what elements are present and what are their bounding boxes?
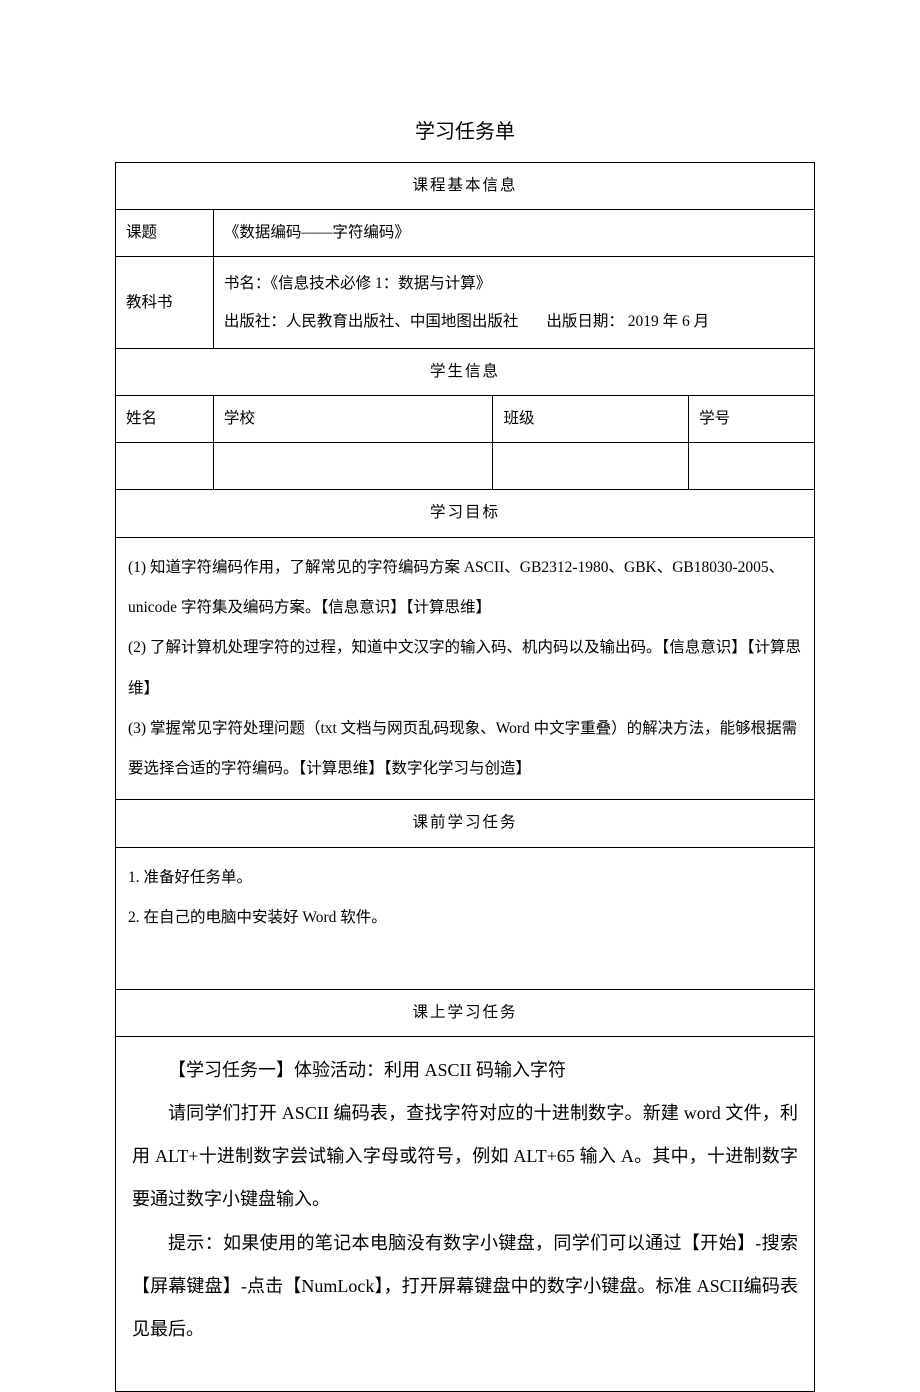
pub-date-label: 出版日期： (546, 313, 624, 330)
section-pretask: 课前学习任务 (116, 800, 815, 847)
publisher-label: 出版社： (224, 313, 286, 330)
worksheet-table: 课程基本信息 课题 《数据编码——字符编码》 教科书 书名：《信息技术必修 1：… (115, 162, 815, 1392)
student-id-input[interactable] (689, 443, 815, 490)
intask-heading: 【学习任务一】体验活动：利用 ASCII 码输入字符 (132, 1049, 798, 1092)
student-class-input[interactable] (493, 443, 689, 490)
pretask-1: 1. 准备好任务单。 (128, 858, 802, 898)
section-objectives: 学习目标 (116, 490, 815, 537)
pretask-content: 1. 准备好任务单。 2. 在自己的电脑中安装好 Word 软件。 (116, 847, 815, 989)
textbook-value: 书名：《信息技术必修 1：数据与计算》 出版社：人民教育出版社、中国地图出版社 出… (213, 257, 814, 348)
section-student-info: 学生信息 (116, 348, 815, 395)
intask-content: 【学习任务一】体验活动：利用 ASCII 码输入字符 请同学们打开 ASCII … (116, 1036, 815, 1391)
intask-para-2: 提示：如果使用的笔记本电脑没有数字小键盘，同学们可以通过【开始】-搜索【屏幕键盘… (132, 1222, 798, 1352)
topic-label: 课题 (116, 210, 214, 257)
objective-2: (2) 了解计算机处理字符的过程，知道中文汉字的输入码、机内码以及输出码。【信息… (128, 628, 802, 709)
student-school-input[interactable] (213, 443, 493, 490)
student-id-label: 学号 (689, 396, 815, 443)
pretask-2: 2. 在自己的电脑中安装好 Word 软件。 (128, 898, 802, 938)
book-name: 《信息技术必修 1：数据与计算》 (270, 275, 491, 292)
textbook-label: 教科书 (116, 257, 214, 348)
objectives-content: (1) 知道字符编码作用，了解常见的字符编码方案 ASCII、GB2312-19… (116, 537, 815, 800)
objective-3: (3) 掌握常见字符处理问题（txt 文档与网页乱码现象、Word 中文字重叠）… (128, 709, 802, 790)
objective-1: (1) 知道字符编码作用，了解常见的字符编码方案 ASCII、GB2312-19… (128, 548, 802, 629)
publisher: 人民教育出版社、中国地图出版社 (286, 313, 519, 330)
student-class-label: 班级 (493, 396, 689, 443)
topic-value: 《数据编码——字符编码》 (213, 210, 814, 257)
intask-para-1: 请同学们打开 ASCII 编码表，查找字符对应的十进制数字。新建 word 文件… (132, 1092, 798, 1222)
student-name-label: 姓名 (116, 396, 214, 443)
pub-date: 2019 年 6 月 (624, 313, 709, 330)
document-title: 学习任务单 (115, 115, 815, 144)
book-name-label: 书名： (224, 275, 271, 292)
student-name-input[interactable] (116, 443, 214, 490)
section-intask: 课上学习任务 (116, 989, 815, 1036)
section-course-info: 课程基本信息 (116, 163, 815, 210)
student-school-label: 学校 (213, 396, 493, 443)
